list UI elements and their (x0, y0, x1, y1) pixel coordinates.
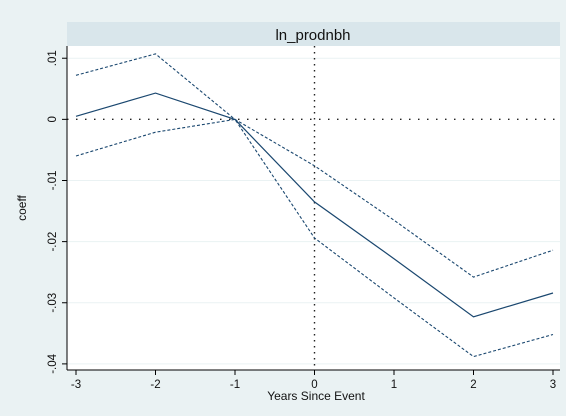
reference-lines (67, 46, 560, 370)
y-tick-label: .01 (47, 50, 59, 66)
x-tick-label: 3 (550, 379, 556, 391)
y-axis-title: coeff (15, 194, 29, 220)
x-tick-label: 0 (311, 379, 317, 391)
x-tick-label: -1 (230, 379, 240, 391)
series-upper-line (75, 53, 554, 278)
series-lines (75, 53, 554, 358)
series-lower-line (75, 118, 554, 358)
y-tick-label: -.03 (47, 293, 59, 313)
y-axis-ticks: -.04 -.03 -.02 -.01 0 .01 (47, 50, 67, 374)
grid-lines (67, 57, 560, 365)
series-estimate-line (75, 92, 554, 318)
chart-title: ln_prodnbh (275, 27, 350, 44)
y-tick-label: 0 (47, 116, 59, 122)
y-tick-label: -.01 (47, 171, 59, 191)
title-band (67, 22, 560, 46)
plot-area (67, 46, 560, 370)
x-axis-ticks: -3 -2 -1 0 1 2 3 (71, 370, 556, 391)
x-axis-title: Years Since Event (267, 389, 365, 403)
y-tick-label: -.04 (47, 353, 59, 373)
x-tick-label: -3 (71, 379, 81, 391)
x-tick-label: -2 (150, 379, 160, 391)
x-tick-label: 2 (470, 379, 476, 391)
y-tick-label: -.02 (47, 232, 59, 252)
x-tick-label: 1 (391, 379, 397, 391)
